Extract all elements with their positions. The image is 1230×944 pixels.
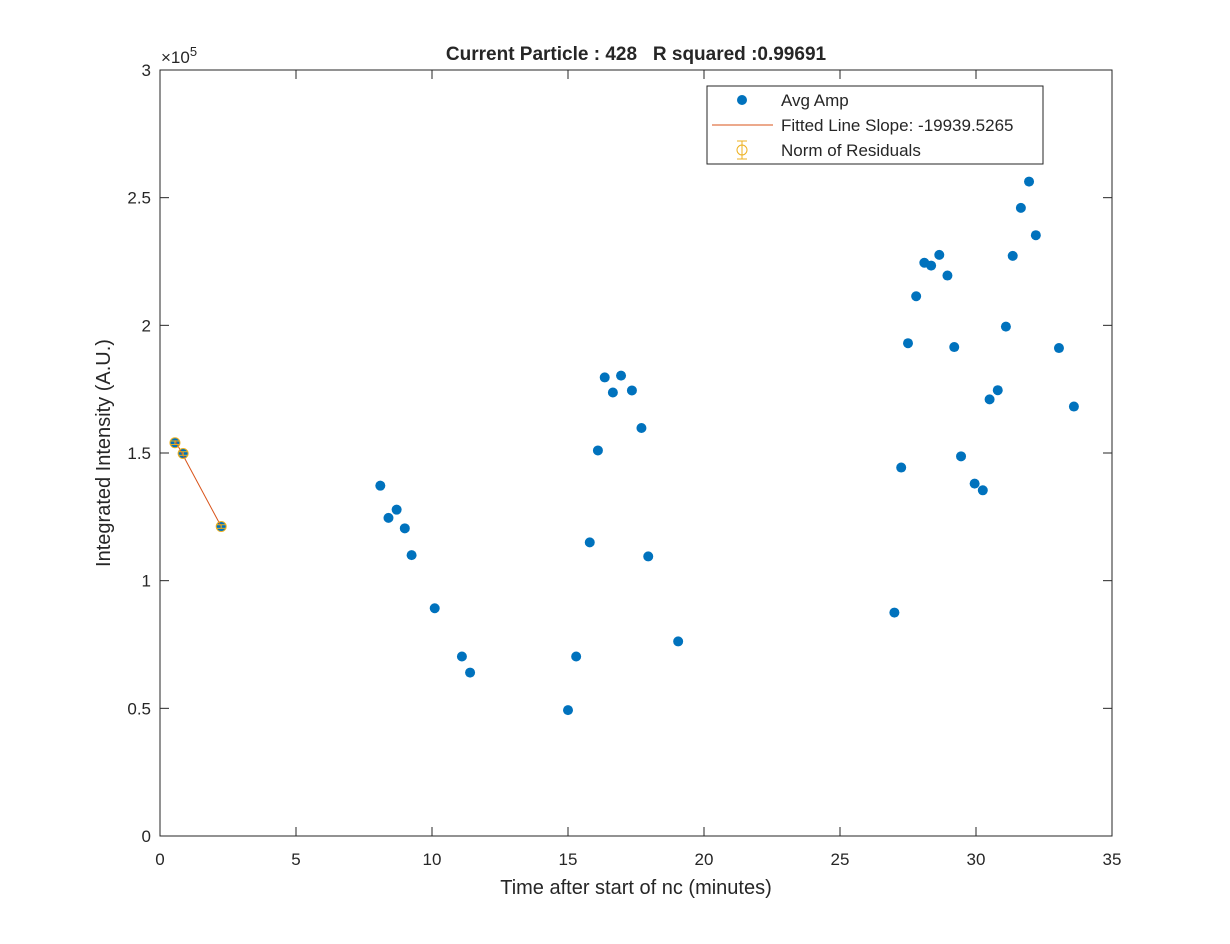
x-tick-label: 25 <box>831 850 850 869</box>
data-point <box>584 537 595 548</box>
data-point <box>616 370 627 381</box>
y-tick-label: 2 <box>142 316 151 335</box>
y-axis-exponent-power: 5 <box>190 44 197 59</box>
y-tick-label: 2.5 <box>127 189 151 208</box>
y-axis-exponent-base: ×10 <box>161 48 190 67</box>
data-point <box>1024 176 1035 187</box>
data-point <box>636 422 647 433</box>
data-point <box>383 512 394 523</box>
legend-box <box>706 85 1044 165</box>
data-point <box>942 270 953 281</box>
y-tick-label: 0 <box>142 827 151 846</box>
legend-marker-residuals <box>736 144 748 156</box>
y-tick-label: 3 <box>142 61 151 80</box>
data-point <box>391 504 402 515</box>
data-point <box>977 485 988 496</box>
data-point <box>896 462 907 473</box>
legend-label-avg-amp: Avg Amp <box>781 91 849 110</box>
data-point <box>926 260 937 271</box>
plot-area <box>159 69 1113 837</box>
data-point <box>406 550 417 561</box>
data-point <box>1030 230 1041 241</box>
x-axis: 0 5 10 15 20 25 30 35 <box>155 70 1121 869</box>
y-axis-label: Integrated Intensity (A.U.) <box>93 339 115 567</box>
legend-label-fitted-line: Fitted Line Slope: -19939.5265 <box>781 116 1014 135</box>
x-axis-label: Time after start of nc (minutes) <box>500 877 772 899</box>
data-point <box>429 603 440 614</box>
data-point <box>1015 202 1026 213</box>
data-point <box>1007 250 1018 261</box>
data-point <box>626 385 637 396</box>
data-point <box>969 478 980 489</box>
x-tick-label: 35 <box>1103 850 1122 869</box>
data-point <box>592 445 603 456</box>
chart-title: Current Particle : 428 R squared :0.9969… <box>446 44 827 65</box>
data-point <box>1000 321 1011 332</box>
x-tick-label: 20 <box>695 850 714 869</box>
residual-marker <box>169 437 181 449</box>
data-point <box>911 291 922 302</box>
plot-marks <box>169 176 1079 716</box>
legend-label-residuals: Norm of Residuals <box>781 141 921 160</box>
y-axis-exponent: ×105 <box>161 44 197 67</box>
legend-marker-avg-amp <box>737 95 747 105</box>
data-point <box>399 523 410 534</box>
legend: Avg Amp Fitted Line Slope: -19939.5265 N… <box>706 85 1044 165</box>
data-point <box>673 636 684 647</box>
data-point <box>563 705 573 716</box>
data-point <box>643 551 654 562</box>
data-point <box>934 249 945 260</box>
data-point <box>949 342 960 353</box>
x-tick-label: 10 <box>423 850 442 869</box>
residual-marker <box>215 521 227 533</box>
data-point <box>889 607 900 618</box>
x-tick-label: 30 <box>967 850 986 869</box>
x-tick-label: 5 <box>291 850 300 869</box>
x-tick-label: 15 <box>559 850 578 869</box>
residual-marker <box>177 448 189 460</box>
y-tick-label: 0.5 <box>127 699 151 718</box>
data-point <box>992 385 1003 396</box>
data-point <box>571 651 582 662</box>
y-tick-label: 1 <box>142 572 151 591</box>
data-point <box>375 480 386 491</box>
data-point <box>465 667 476 678</box>
data-point <box>607 387 618 398</box>
data-point <box>599 372 610 383</box>
data-point <box>1053 343 1064 354</box>
data-point <box>456 651 467 662</box>
y-axis: 0 0.5 1 1.5 2 2.5 3 <box>127 61 1112 846</box>
x-tick-label: 0 <box>155 850 164 869</box>
data-point <box>984 394 995 405</box>
data-point <box>1068 401 1079 412</box>
y-tick-label: 1.5 <box>127 444 151 463</box>
data-point <box>956 451 967 462</box>
data-point <box>903 338 913 349</box>
